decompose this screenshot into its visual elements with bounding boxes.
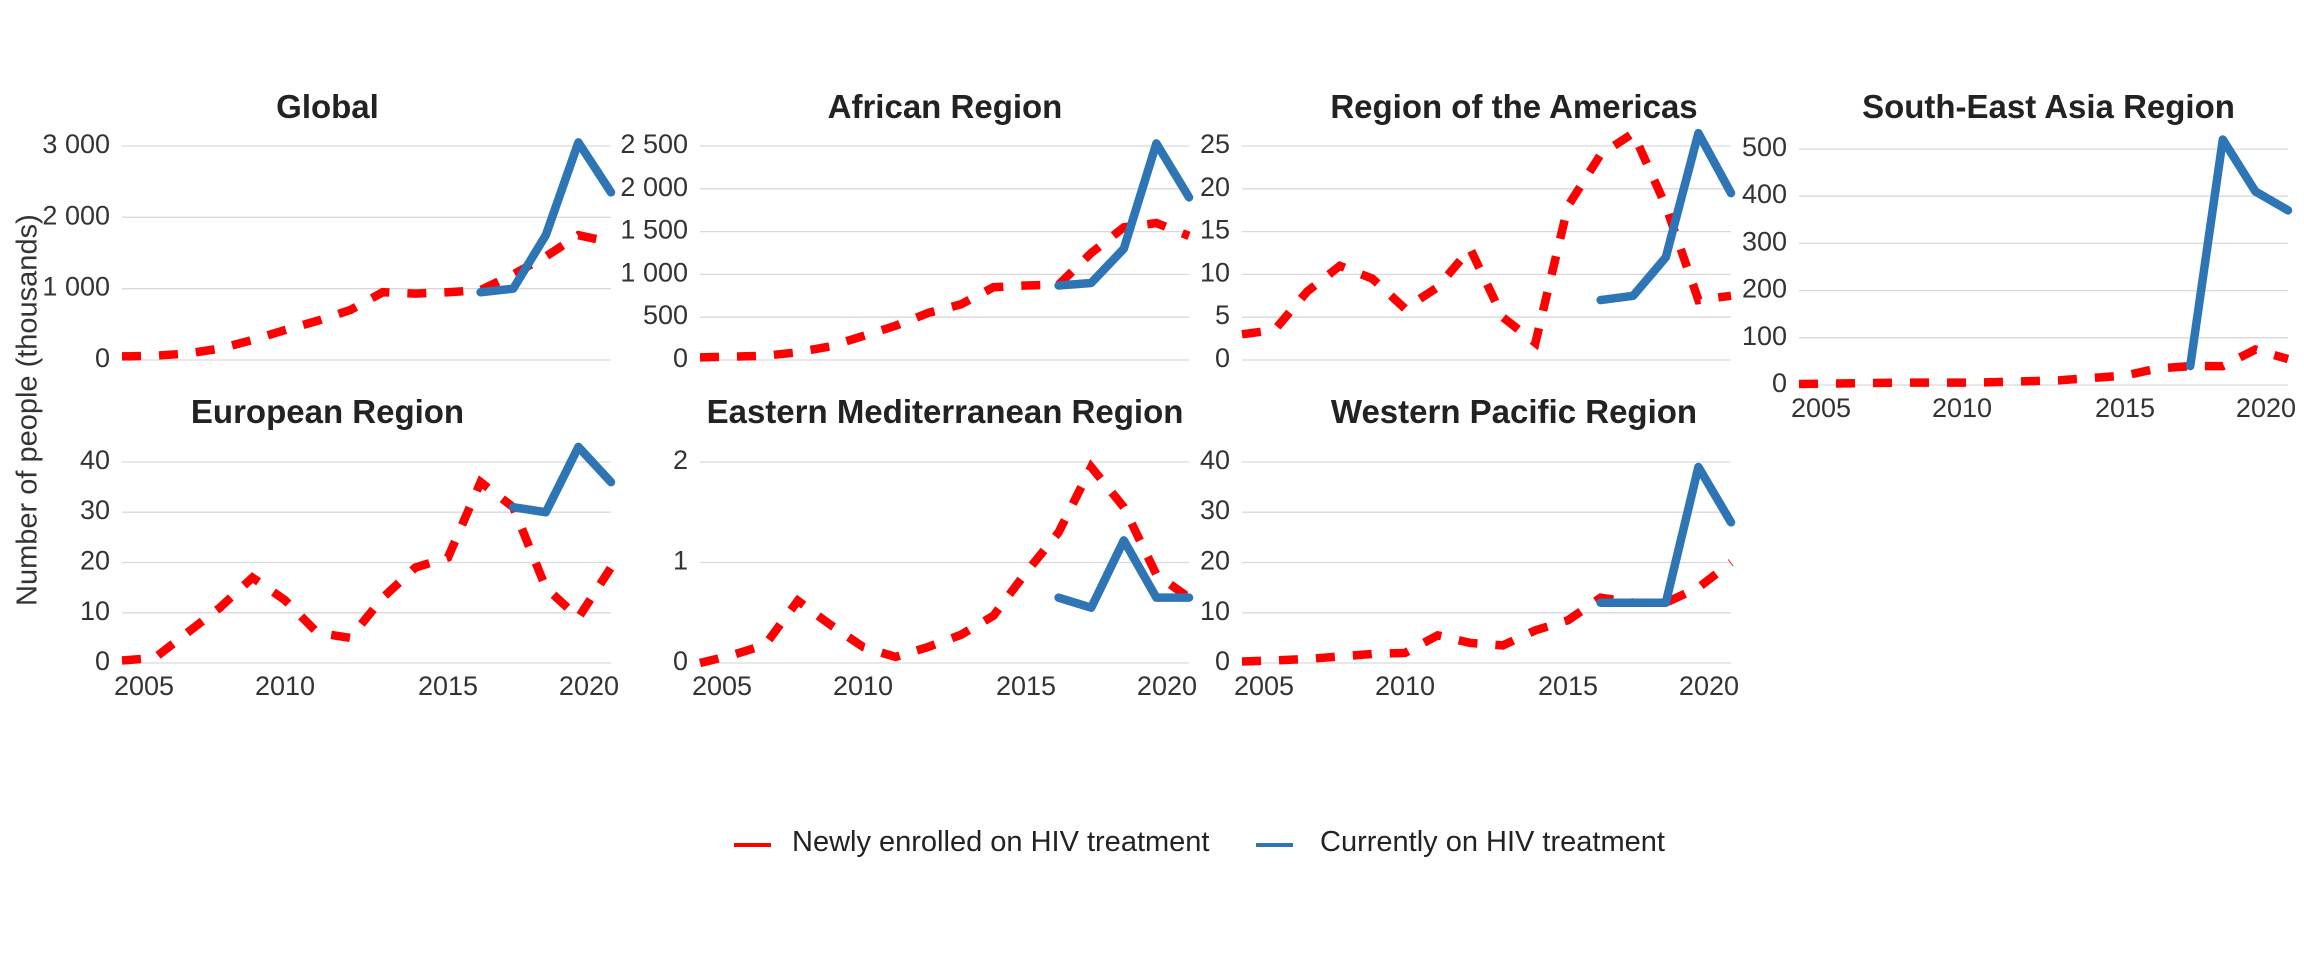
svg-text:30: 30 bbox=[80, 495, 110, 525]
svg-text:20: 20 bbox=[1200, 172, 1230, 202]
svg-text:2020: 2020 bbox=[559, 671, 619, 701]
svg-text:100: 100 bbox=[1742, 321, 1787, 351]
svg-text:2020: 2020 bbox=[2236, 393, 2296, 423]
svg-text:2 500: 2 500 bbox=[620, 129, 688, 159]
svg-text:2015: 2015 bbox=[2095, 393, 2155, 423]
svg-text:1 500: 1 500 bbox=[620, 215, 688, 245]
svg-text:1: 1 bbox=[673, 546, 688, 576]
svg-text:0: 0 bbox=[1215, 343, 1230, 373]
svg-text:10: 10 bbox=[1200, 596, 1230, 626]
svg-text:2020: 2020 bbox=[1679, 671, 1739, 701]
svg-text:2005: 2005 bbox=[1234, 671, 1294, 701]
svg-text:2015: 2015 bbox=[418, 671, 478, 701]
svg-text:1 000: 1 000 bbox=[42, 272, 110, 302]
svg-text:40: 40 bbox=[1200, 445, 1230, 475]
svg-text:2015: 2015 bbox=[996, 671, 1056, 701]
svg-text:0: 0 bbox=[673, 646, 688, 676]
svg-text:2: 2 bbox=[673, 445, 688, 475]
svg-text:0: 0 bbox=[1215, 646, 1230, 676]
svg-text:2 000: 2 000 bbox=[42, 200, 110, 230]
svg-text:15: 15 bbox=[1200, 215, 1230, 245]
svg-text:25: 25 bbox=[1200, 129, 1230, 159]
svg-text:0: 0 bbox=[1772, 368, 1787, 398]
svg-text:2005: 2005 bbox=[692, 671, 752, 701]
svg-text:0: 0 bbox=[673, 343, 688, 373]
svg-text:2010: 2010 bbox=[255, 671, 315, 701]
svg-text:400: 400 bbox=[1742, 179, 1787, 209]
svg-text:2 000: 2 000 bbox=[620, 172, 688, 202]
svg-text:500: 500 bbox=[643, 300, 688, 330]
svg-text:2015: 2015 bbox=[1538, 671, 1598, 701]
svg-text:300: 300 bbox=[1742, 226, 1787, 256]
svg-text:10: 10 bbox=[1200, 257, 1230, 287]
svg-text:1 000: 1 000 bbox=[620, 257, 688, 287]
svg-text:200: 200 bbox=[1742, 274, 1787, 304]
svg-text:2005: 2005 bbox=[114, 671, 174, 701]
svg-text:40: 40 bbox=[80, 445, 110, 475]
svg-text:2005: 2005 bbox=[1791, 393, 1851, 423]
svg-text:2020: 2020 bbox=[1137, 671, 1197, 701]
svg-text:0: 0 bbox=[95, 343, 110, 373]
svg-text:5: 5 bbox=[1215, 300, 1230, 330]
svg-text:2010: 2010 bbox=[833, 671, 893, 701]
svg-text:20: 20 bbox=[80, 546, 110, 576]
svg-text:2010: 2010 bbox=[1375, 671, 1435, 701]
svg-text:500: 500 bbox=[1742, 132, 1787, 162]
svg-text:0: 0 bbox=[95, 646, 110, 676]
svg-text:10: 10 bbox=[80, 596, 110, 626]
svg-text:2010: 2010 bbox=[1932, 393, 1992, 423]
svg-text:30: 30 bbox=[1200, 495, 1230, 525]
svg-text:20: 20 bbox=[1200, 546, 1230, 576]
svg-text:3 000: 3 000 bbox=[42, 129, 110, 159]
